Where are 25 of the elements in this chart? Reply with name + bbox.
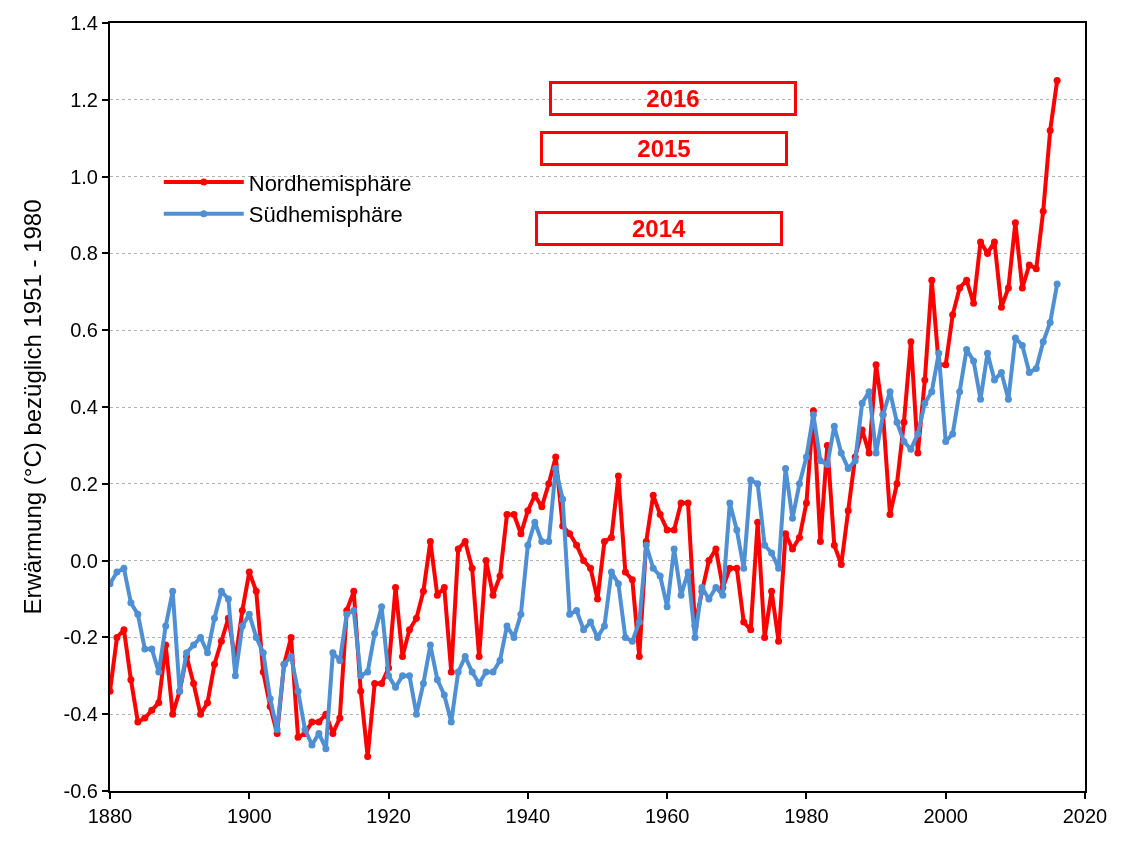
y-tick-label: 1.2: [70, 88, 98, 111]
legend-label: Südhemisphäre: [248, 202, 403, 228]
annotation: 2014: [631, 215, 687, 242]
x-tick-label: 2020: [1062, 805, 1108, 827]
y-tick-label: 1.4: [70, 12, 98, 34]
y-tick-label: 0.6: [70, 319, 98, 342]
annotation: 2016: [646, 85, 700, 112]
x-tick-label: 1980: [784, 805, 829, 827]
x-tick-label: 2000: [923, 805, 968, 827]
y-tick-label: 1.0: [70, 165, 98, 188]
y-tick-label: -0.4: [63, 703, 98, 726]
y-tick-label: 0.0: [70, 549, 98, 572]
x-tick-label: 1920: [366, 805, 411, 827]
annotation: 2015: [637, 135, 691, 162]
y-tick-label: 0.2: [70, 472, 98, 495]
x-tick-label: 1880: [87, 805, 133, 827]
y-tick-label: 0.4: [70, 396, 98, 418]
y-axis-title: Erwärmung (°C) bezüglich 1951 - 1980: [19, 199, 47, 615]
y-tick-label: -0.2: [63, 626, 98, 649]
y-tick-label: -0.6: [63, 780, 98, 802]
x-tick-label: 1900: [227, 805, 272, 827]
x-tick-label: 1940: [505, 805, 551, 827]
legend-label: Nordhemisphäre: [248, 170, 412, 196]
x-tick-label: 1960: [644, 805, 690, 827]
y-tick-label: 0.8: [70, 242, 98, 265]
